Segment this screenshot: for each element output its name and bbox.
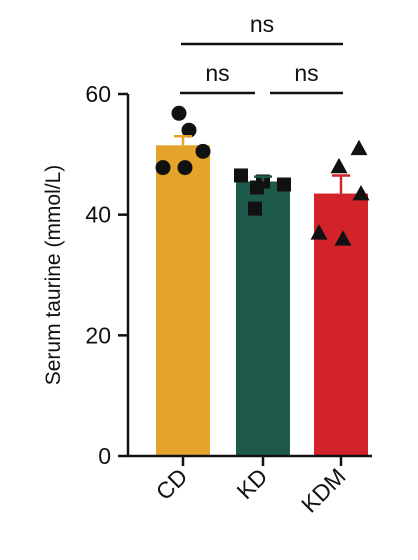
data-point-kd: [277, 177, 291, 192]
data-point-kdm: [330, 157, 348, 174]
significance-label: ns: [250, 11, 274, 37]
data-point-cd: [171, 105, 187, 121]
y-tick-label: 60: [85, 81, 111, 107]
data-point-kdm: [334, 230, 352, 246]
y-tick-label: 0: [98, 443, 111, 469]
data-point-kdm: [310, 224, 328, 240]
bar-kd: [236, 181, 290, 456]
data-point-cd: [155, 160, 171, 176]
data-point-kd: [234, 168, 248, 183]
x-tick-label-kdm: KDM: [296, 463, 351, 518]
x-tick-label-kd: KD: [232, 463, 273, 504]
x-tick-label-cd: CD: [151, 463, 193, 505]
bar-cd: [156, 145, 210, 457]
data-point-kd: [250, 180, 264, 195]
x-axis: CD KD KDM: [127, 454, 372, 518]
y-tick-label: 40: [85, 202, 111, 228]
error-bars: [174, 134, 350, 194]
data-point-kdm: [352, 185, 370, 201]
data-points: [155, 105, 370, 246]
data-point-cd: [181, 122, 197, 138]
y-tick-label: 20: [85, 322, 111, 348]
significance-label: ns: [294, 60, 318, 86]
significance-label: ns: [205, 60, 229, 86]
data-point-cd: [177, 160, 193, 176]
y-axis: 0 20 40 60: [85, 81, 130, 469]
data-point-kdm: [350, 139, 368, 156]
data-point-kd: [248, 201, 262, 216]
data-point-cd: [195, 143, 211, 159]
y-axis-label: Serum taurine (mmol/L): [42, 165, 65, 386]
